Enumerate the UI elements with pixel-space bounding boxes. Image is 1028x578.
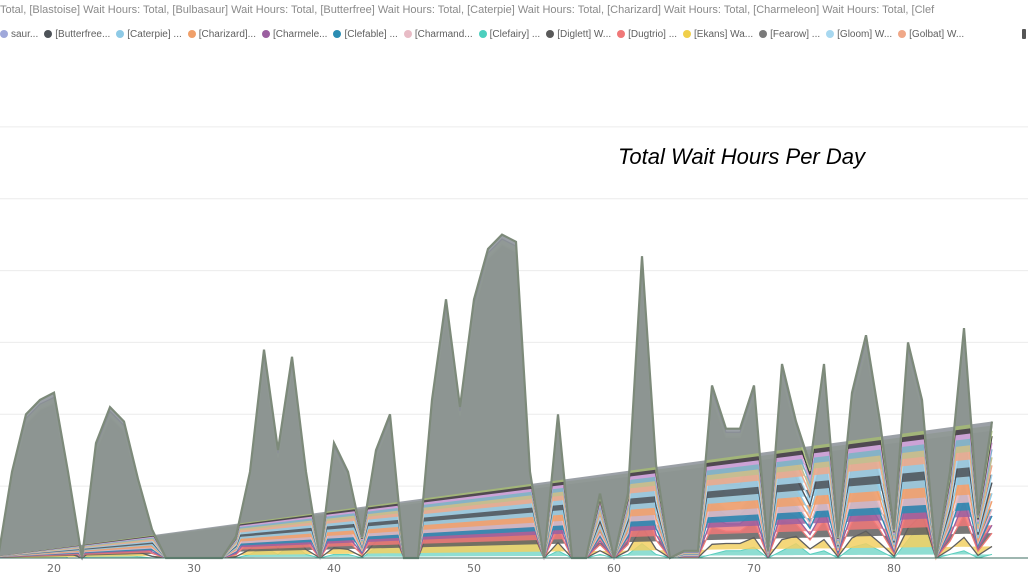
legend-swatch: [0, 30, 8, 38]
legend-item[interactable]: [Charmele...: [262, 29, 327, 40]
x-tick-label: 60: [607, 562, 621, 575]
legend-label: [Fearow] ...: [770, 29, 821, 40]
legend-swatch: [683, 30, 692, 38]
x-tick-label: 70: [747, 562, 761, 575]
legend-swatch: [617, 30, 626, 38]
legend-swatch: [333, 30, 342, 38]
legend-label: [Clefairy] ...: [489, 29, 541, 40]
legend-label: [Ekans] Wa...: [694, 29, 754, 40]
legend-label: [Charizard]...: [198, 29, 256, 40]
x-tick-label: 30: [187, 562, 201, 575]
legend-label: [Caterpie] ...: [127, 29, 182, 40]
legend-swatch: [478, 30, 487, 38]
legend-item[interactable]: [Gloom] W...: [826, 29, 892, 40]
legend-item[interactable]: saur...: [0, 29, 38, 40]
legend-label: [Charmand...: [414, 29, 473, 40]
legend-label: [Dugtrio] ...: [628, 29, 678, 40]
legend-item[interactable]: [Caterpie] ...: [116, 29, 182, 40]
x-tick-label: 40: [327, 562, 341, 575]
legend-swatch: [116, 30, 125, 38]
x-tick-label: 50: [467, 562, 481, 575]
legend-item[interactable]: [Clefairy] ...: [478, 29, 541, 40]
legend-label: [Clefable] ...: [344, 29, 398, 40]
legend-item[interactable]: [Charmand...: [403, 29, 473, 40]
legend-swatch: [187, 30, 196, 38]
legend-swatch: [898, 30, 907, 38]
legend-label: [Charmele...: [273, 29, 328, 40]
field-list-header: Total, [Blastoise] Wait Hours: Total, [B…: [0, 4, 935, 16]
legend-label: [Butterfree...: [55, 29, 111, 40]
legend-swatch: [826, 30, 835, 38]
total-outline: [0, 233, 994, 560]
chart-title: Total Wait Hours Per Day: [618, 144, 865, 169]
legend-item[interactable]: [Charizard]...: [187, 29, 256, 40]
legend-swatch: [546, 30, 555, 38]
legend-label: [Diglett] W...: [557, 29, 612, 40]
legend-swatch: [262, 30, 270, 38]
x-tick-label: 20: [47, 562, 61, 575]
legend-item[interactable]: [Dugtrio] ...: [617, 29, 677, 40]
legend-item[interactable]: [Ekans] Wa...: [683, 29, 753, 40]
legend[interactable]: saur... [Butterfree... [Caterpie] ... [Char…: [0, 29, 1028, 43]
legend-label: [Golbat] W...: [909, 29, 965, 40]
x-tick-label: 80: [887, 562, 901, 575]
legend-swatch: [403, 30, 412, 38]
legend-label: [Gloom] W...: [837, 29, 893, 40]
legend-item[interactable]: [Golbat] W...: [898, 29, 964, 40]
legend-item[interactable]: [Butterfree...: [44, 29, 110, 40]
area-layers: [0, 233, 1028, 561]
legend-item[interactable]: [Clefable] ...: [333, 29, 398, 40]
legend-item[interactable]: [Diglett] W...: [546, 29, 611, 40]
legend-swatch: [44, 30, 53, 38]
x-axis: 20 30 40 50 60 70 80: [47, 562, 901, 575]
legend-item[interactable]: [Fearow] ...: [759, 29, 820, 40]
legend-swatch: [759, 30, 768, 38]
legend-scroll-icon[interactable]: [1022, 29, 1026, 39]
legend-label: saur...: [11, 29, 39, 40]
